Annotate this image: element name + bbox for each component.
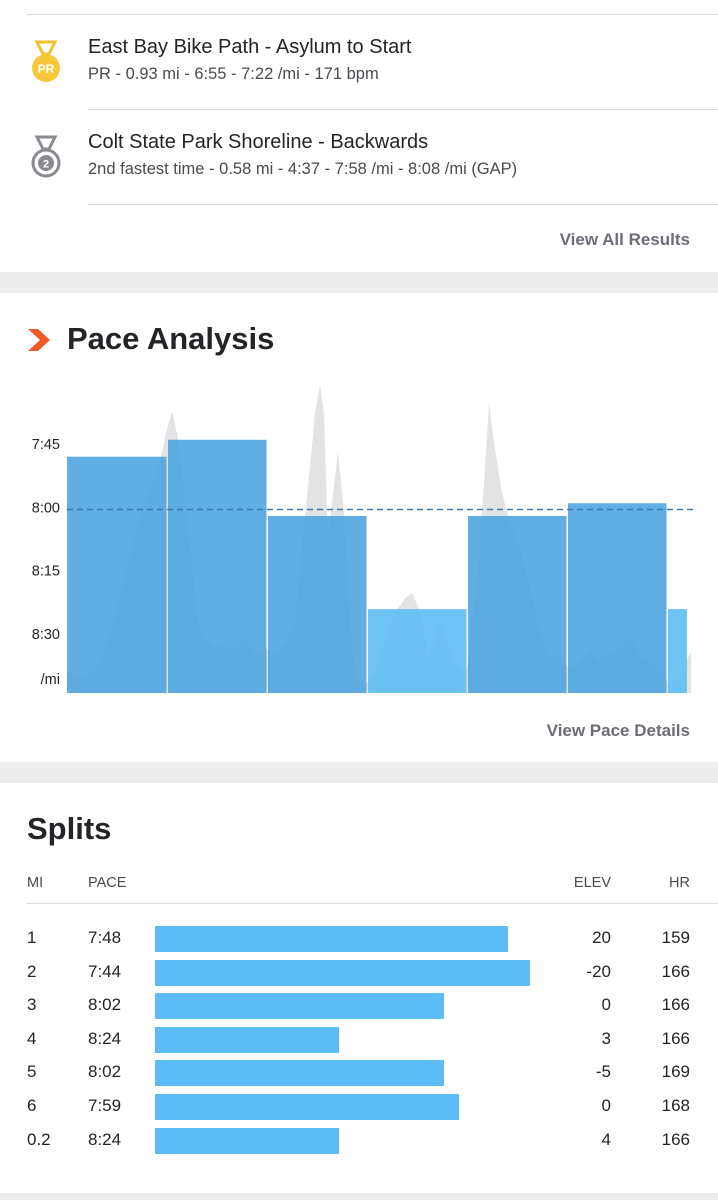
split-mile: 2 (27, 961, 37, 981)
segment-row[interactable]: PR East Bay Bike Path - Asylum to Start … (0, 20, 718, 110)
split-pace: 7:44 (88, 961, 122, 981)
split-mile: 5 (27, 1062, 37, 1082)
second-badge-text: 2 (43, 159, 49, 171)
split-elevation: 0 (601, 995, 611, 1015)
split-pace-bar (155, 1026, 339, 1053)
split-row[interactable]: 2 7:44 -20 166 (0, 956, 718, 990)
segment-name[interactable]: East Bay Bike Path - Asylum to Start (88, 36, 412, 58)
split-pace: 8:24 (88, 1129, 122, 1149)
segment-detail: PR - 0.93 mi - 6:55 - 7:22 /mi - 171 bpm (88, 65, 379, 83)
y-tick-label: 8:00 (32, 500, 60, 516)
pace-bar[interactable] (268, 515, 367, 693)
split-pace: 7:59 (88, 1096, 122, 1115)
split-row[interactable]: 4 8:24 3 166 (0, 1023, 718, 1057)
split-mile: 0.2 (27, 1129, 51, 1149)
split-mile: 4 (27, 1028, 37, 1048)
split-pace: 7:48 (88, 928, 122, 947)
split-pace-bar (155, 926, 508, 952)
y-tick-label: 7:45 (32, 437, 60, 453)
segment-detail: 2nd fastest time - 0.58 mi - 4:37 - 7:58… (88, 160, 518, 178)
divider (27, 903, 718, 904)
split-elevation: -20 (586, 961, 611, 981)
split-pace: 8:02 (88, 1062, 122, 1082)
split-mile: 6 (27, 1096, 37, 1115)
split-heart-rate: 166 (661, 1129, 690, 1149)
split-elevation: -5 (595, 1062, 611, 1082)
column-header-elev: ELEV (573, 875, 611, 891)
divider (88, 109, 718, 110)
column-header-hr: HR (669, 875, 690, 891)
pace-bar[interactable] (568, 503, 667, 693)
y-tick-label: 8:15 (32, 564, 60, 580)
split-pace: 8:02 (88, 995, 122, 1015)
split-pace-bar (155, 993, 444, 1020)
split-heart-rate: 166 (661, 961, 690, 981)
pace-bar[interactable] (168, 439, 267, 693)
split-elevation: 4 (601, 1129, 611, 1149)
split-row[interactable]: 5 8:02 -5 169 (0, 1056, 718, 1090)
pace-analysis-card: Pace Analysis 7:45 8:00 8:15 8:30/mi View P… (0, 293, 718, 762)
segment-name[interactable]: Colt State Park Shoreline - Backwards (88, 131, 429, 153)
divider (88, 204, 718, 205)
pace-bar[interactable] (468, 515, 567, 693)
split-elevation: 20 (592, 928, 611, 947)
splits-title: Splits (27, 811, 112, 846)
y-unit-label: /mi (41, 672, 60, 688)
split-pace-bar (155, 1094, 459, 1120)
column-header-mi: MI (27, 875, 44, 891)
split-heart-rate: 159 (661, 928, 690, 947)
view-pace-details-link[interactable]: View Pace Details (546, 721, 690, 740)
divider (27, 14, 718, 15)
split-row[interactable]: 3 8:02 0 166 (0, 989, 718, 1023)
pace-analysis-title: Pace Analysis (67, 321, 275, 356)
split-row[interactable]: 6 7:59 0 168 (0, 1090, 718, 1124)
segment-row[interactable]: 2 Colt State Park Shoreline - Backwards … (0, 115, 718, 205)
y-tick-label: 8:30 (32, 627, 60, 643)
pace-bar[interactable] (67, 456, 167, 693)
split-heart-rate: 168 (661, 1096, 690, 1115)
view-all-results-link[interactable]: View All Results (559, 230, 690, 249)
splits-card: Splits MI PACE ELEV HR 1 7:48 20 159 2 7:44 -2… (0, 783, 718, 1193)
split-mile: 3 (27, 995, 37, 1015)
column-header-pace: PACE (88, 875, 127, 891)
pr-badge-text: PR (38, 62, 55, 76)
segment-results-card: PR East Bay Bike Path - Asylum to Start … (0, 0, 718, 272)
split-pace: 8:24 (88, 1028, 122, 1048)
split-pace-bar (155, 959, 530, 986)
split-elevation: 3 (601, 1028, 611, 1048)
split-mile: 1 (27, 928, 37, 947)
split-heart-rate: 166 (661, 995, 690, 1015)
split-pace-bar (155, 1060, 444, 1087)
split-row[interactable]: 1 7:48 20 159 (0, 922, 718, 956)
strava-chevron-icon (28, 329, 50, 351)
split-pace-bar (155, 1127, 339, 1154)
pace-chart: 7:45 8:00 8:15 8:30/mi (32, 385, 693, 693)
second-place-medal-icon: 2 (31, 135, 61, 178)
split-heart-rate: 166 (661, 1028, 690, 1048)
pace-bar[interactable] (668, 609, 687, 693)
pr-medal-icon: PR (32, 40, 60, 82)
pace-bar[interactable] (368, 609, 467, 693)
split-elevation: 0 (601, 1096, 611, 1115)
split-heart-rate: 169 (661, 1062, 690, 1082)
split-row[interactable]: 0.2 8:24 4 166 (0, 1124, 718, 1158)
